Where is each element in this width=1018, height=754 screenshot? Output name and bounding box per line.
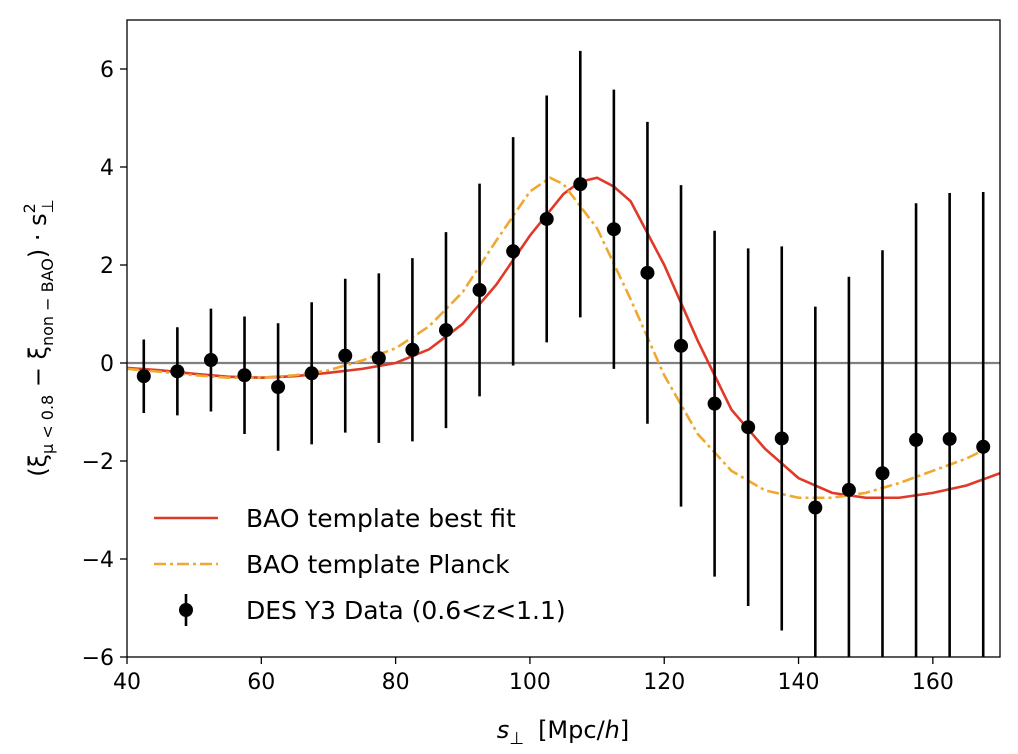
- plot-frame: [126, 19, 1001, 658]
- data-point: [304, 366, 319, 381]
- series-line-1: [127, 176, 988, 500]
- x-tick-label: 160: [912, 670, 954, 695]
- data-point: [741, 420, 756, 435]
- data-point: [170, 364, 185, 379]
- data-point: [539, 211, 554, 226]
- data-point: [640, 265, 655, 280]
- data-point: [271, 380, 286, 395]
- y-tick-label: 0: [100, 352, 114, 377]
- x-axis-ticks: 40 60 80 100 120 140 160: [113, 657, 954, 695]
- data-point: [976, 439, 991, 454]
- data-point: [707, 396, 722, 411]
- data-point: [774, 431, 789, 446]
- x-tick-label: 120: [643, 670, 685, 695]
- legend-label-planck: BAO template Planck: [246, 550, 510, 579]
- legend-label-data: DES Y3 Data (0.6<z<1.1): [246, 596, 566, 625]
- data-point: [405, 342, 420, 357]
- y-axis-ticks: −6 −4 −2 0 2 4 6: [82, 58, 127, 671]
- x-tick-label: 60: [247, 670, 275, 695]
- x-tick-label: 40: [113, 670, 141, 695]
- data-point: [573, 177, 588, 192]
- x-tick-label: 140: [778, 670, 820, 695]
- data-point: [506, 244, 521, 259]
- x-tick-label: 80: [382, 670, 410, 695]
- y-tick-label: −2: [82, 450, 114, 475]
- y-axis-label: (ξμ < 0.8 − ξnon − BAO) · s2⊥: [20, 199, 57, 476]
- y-tick-label: 4: [100, 156, 114, 181]
- data-point: [909, 432, 924, 447]
- x-axis-label: s⊥ [Mpc/h]: [497, 716, 630, 749]
- y-tick-label: 2: [100, 254, 114, 279]
- data-point: [136, 369, 151, 384]
- legend-swatch-data-marker: [179, 603, 193, 617]
- series-line-0: [127, 176, 1000, 500]
- data-point: [237, 368, 252, 383]
- data-point: [875, 466, 890, 481]
- data-point: [438, 323, 453, 338]
- y-tick-label: −4: [82, 548, 114, 573]
- legend: BAO template best fit BAO template Planc…: [154, 504, 566, 626]
- legend-label-best-fit: BAO template best fit: [246, 504, 516, 533]
- data-point: [841, 482, 856, 497]
- y-tick-label: 6: [100, 58, 114, 83]
- y-tick-label: −6: [82, 646, 114, 671]
- data-point: [338, 348, 353, 363]
- series-layer: [127, 50, 1000, 657]
- data-point: [203, 353, 218, 368]
- data-point: [472, 282, 487, 297]
- data-point: [808, 500, 823, 515]
- data-point: [674, 338, 689, 353]
- x-tick-label: 100: [509, 670, 551, 695]
- data-point: [606, 222, 621, 237]
- data-point: [371, 351, 386, 366]
- data-point: [942, 431, 957, 446]
